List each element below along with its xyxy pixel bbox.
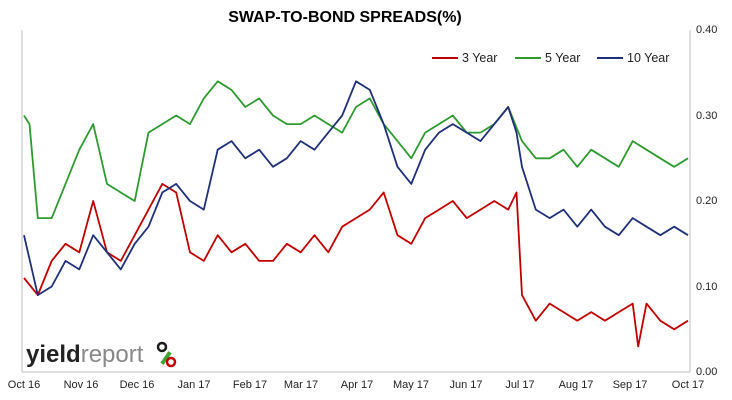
chart-title: SWAP-TO-BOND SPREADS(%) — [228, 9, 462, 26]
y-tick-label: 0.30 — [696, 110, 717, 122]
y-tick-label: 0.40 — [696, 24, 717, 36]
y-axis-ticks: 0.00 0.10 0.20 0.30 0.40 — [696, 24, 717, 378]
legend-label-5-year: 5 Year — [545, 51, 580, 65]
legend: 3 Year 5 Year 10 Year — [432, 51, 669, 65]
y-tick-label: 0.20 — [696, 195, 717, 207]
logo-wordmark: yieldreport — [26, 341, 144, 368]
x-tick-label: Oct 17 — [672, 379, 704, 391]
legend-label-10-year: 10 Year — [627, 51, 669, 65]
x-tick-label: Jun 17 — [449, 379, 482, 391]
y-tick-label: 0.00 — [696, 366, 717, 378]
y-tick-label: 0.10 — [696, 281, 717, 293]
series-layer — [23, 80, 689, 348]
x-tick-label: Dec 16 — [120, 379, 155, 391]
x-tick-label: Feb 17 — [233, 379, 267, 391]
x-tick-label: Mar 17 — [284, 379, 318, 391]
percent-logo-icon — [156, 341, 177, 368]
x-tick-label: Jul 17 — [505, 379, 534, 391]
x-tick-label: May 17 — [393, 379, 429, 391]
x-tick-label: Sep 17 — [613, 379, 648, 391]
x-tick-label: Apr 17 — [341, 379, 373, 391]
series-line-5-year — [23, 80, 689, 220]
x-tick-label: Nov 16 — [64, 379, 99, 391]
x-tick-label: Oct 16 — [8, 379, 40, 391]
series-line-10-year — [23, 80, 689, 297]
yieldreport-logo: yieldreport — [26, 341, 177, 368]
series-line-3-year — [23, 182, 689, 348]
legend-label-3-year: 3 Year — [462, 51, 497, 65]
x-tick-label: Aug 17 — [559, 379, 594, 391]
x-axis-ticks: Oct 16 Nov 16 Dec 16 Jan 17 Feb 17 Mar 1… — [8, 379, 704, 391]
x-tick-label: Jan 17 — [177, 379, 210, 391]
